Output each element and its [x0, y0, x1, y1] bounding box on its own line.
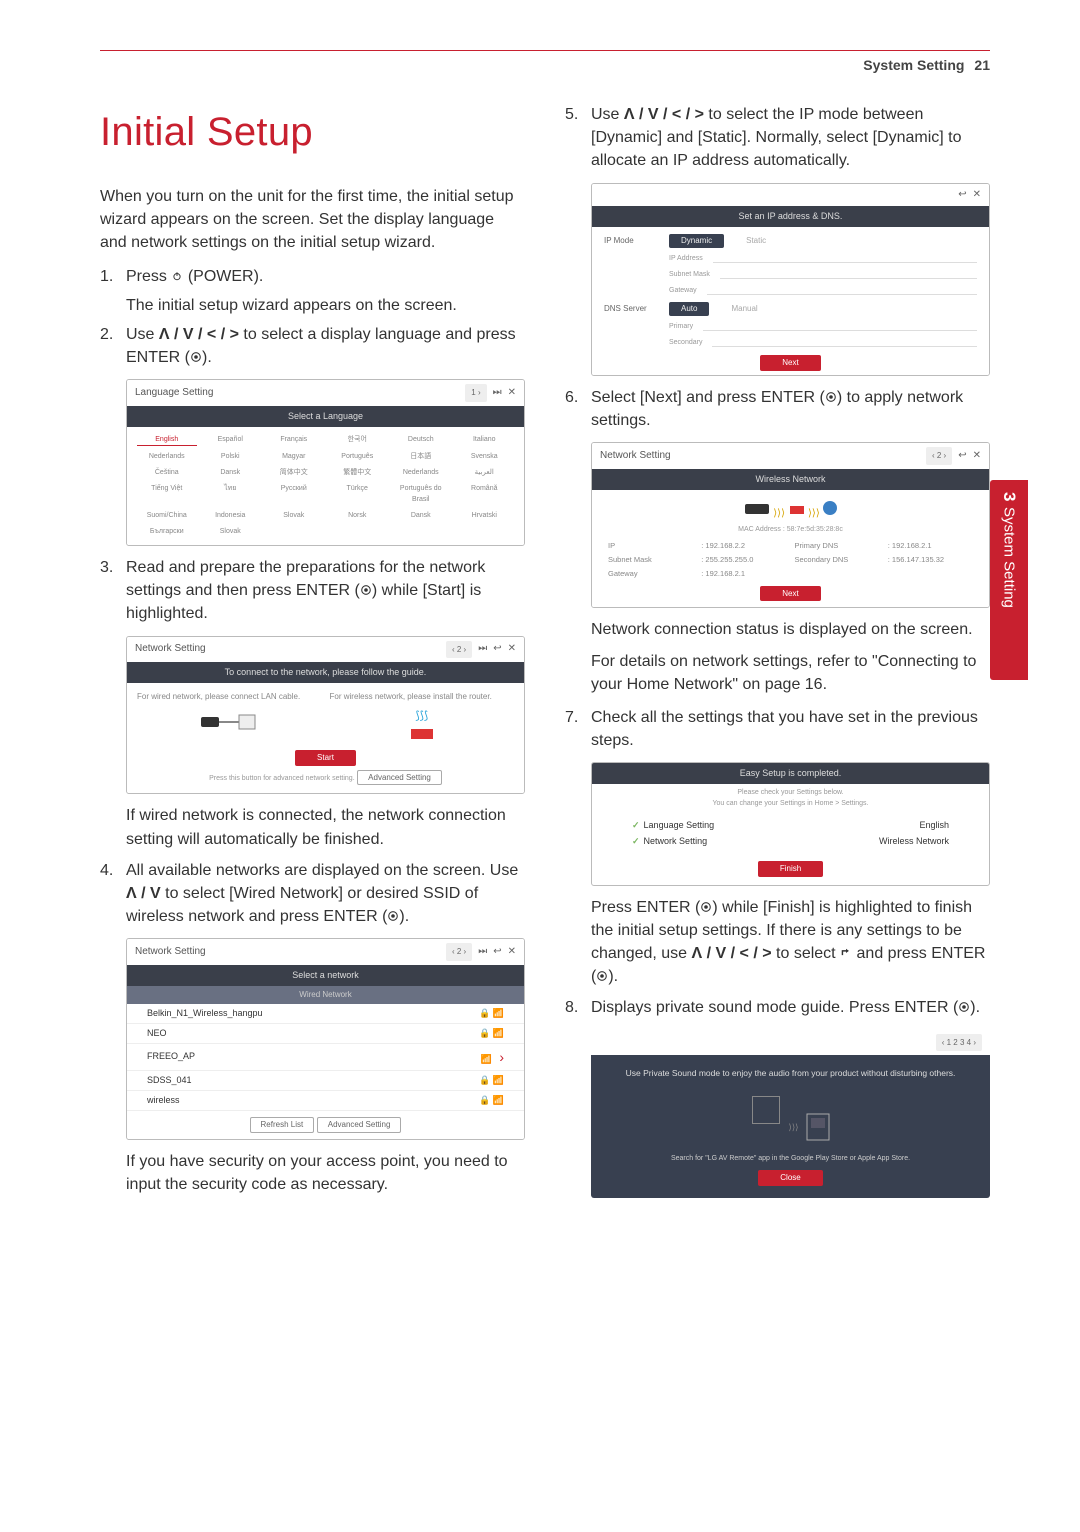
chapter-side-tab: 3 System Setting: [990, 480, 1028, 680]
signal-icon: ⟩⟩⟩: [773, 508, 785, 519]
page-title: Initial Setup: [100, 103, 525, 161]
enter-icon: [360, 585, 372, 595]
screenshot-wireless-status: Network Setting ‹ 2 ›↩✕ Wireless Network…: [591, 442, 990, 609]
advanced-setting-button: Advanced Setting: [317, 1117, 402, 1133]
wired-illustration-icon: [199, 709, 259, 733]
step-1-sub: The initial setup wizard appears on the …: [126, 294, 525, 317]
device-icon: [743, 502, 771, 516]
close-button: Close: [758, 1170, 822, 1186]
start-button: Start: [295, 750, 356, 766]
enter-icon: [387, 911, 399, 921]
speaker-device-icon: [801, 1110, 835, 1144]
router-icon: [788, 502, 806, 516]
step-2: 2. Use Λ / V / < / > to select a display…: [100, 323, 525, 369]
skip-icon: ⏭: [478, 642, 487, 657]
enter-icon: [190, 352, 202, 362]
refresh-list-button: Refresh List: [250, 1117, 315, 1133]
globe-icon: [822, 500, 838, 516]
close-icon: ✕: [508, 386, 516, 401]
router-icon: [407, 725, 437, 741]
screenshot-network-prepare: Network Setting ‹ 2 ›⏭↩✕ To connect to t…: [126, 636, 525, 795]
step-1: 1. Press (POWER). The initial setup wiza…: [100, 265, 525, 317]
next-button: Next: [760, 355, 820, 371]
chapter-label: System Setting: [1001, 507, 1018, 608]
skip-icon: ⏭: [493, 386, 502, 401]
return-icon: [840, 948, 852, 958]
step-indicator: 1 ›: [465, 384, 486, 402]
enter-icon: [596, 971, 608, 981]
chevron-right-icon: ›: [499, 1049, 504, 1065]
step-4-note: If you have security on your access poin…: [126, 1150, 525, 1196]
shot-subtitle: Select a Language: [127, 406, 524, 427]
close-icon: ✕: [973, 188, 981, 203]
power-icon: [171, 271, 183, 281]
signal-icon: ⟩⟩⟩: [808, 508, 820, 519]
step-5: 5. Use Λ / V / < / > to select the IP mo…: [565, 103, 990, 173]
lock-signal-icon: 🔒 📶: [479, 1027, 504, 1040]
nav-arrows: Λ / V / < / >: [159, 326, 239, 343]
enter-icon: [700, 902, 712, 912]
phone-icon: [752, 1096, 780, 1124]
header-rule: [100, 50, 990, 51]
next-button: Next: [760, 586, 820, 602]
step-3: 3. Read and prepare the preparations for…: [100, 556, 525, 626]
skip-icon: ⏭: [478, 945, 487, 960]
step-8: 8. Displays private sound mode guide. Pr…: [565, 996, 990, 1019]
nav-arrows: Λ / V / < / >: [692, 945, 772, 962]
close-icon: ✕: [508, 945, 516, 960]
screenshot-language-setting: Language Setting 1 › ⏭ ✕ Select a Language…: [126, 379, 525, 546]
header-page-number: 21: [974, 57, 990, 73]
shot-title: Language Setting: [135, 386, 213, 401]
left-column: Initial Setup When you turn on the unit …: [100, 103, 525, 1208]
step-7: 7. Check all the settings that you have …: [565, 706, 990, 752]
step-3-note: If wired network is connected, the netwo…: [126, 804, 525, 850]
enter-icon: [958, 1002, 970, 1012]
advanced-setting-button: Advanced Setting: [357, 770, 442, 786]
close-icon: ✕: [973, 449, 981, 464]
signal-icon: 📶: [481, 1054, 492, 1064]
chapter-number: 3: [999, 492, 1019, 501]
back-icon: ↩: [493, 945, 501, 960]
close-icon: ✕: [508, 642, 516, 657]
language-grid: English Español Français 한국어 Deutsch Ita…: [137, 435, 514, 537]
screenshot-easy-setup-complete: Easy Setup is completed. Please check yo…: [591, 762, 990, 885]
finish-button: Finish: [758, 861, 823, 877]
lock-signal-icon: 🔒 📶: [479, 1007, 504, 1020]
step-7-note: Press ENTER () while [Finish] is highlig…: [591, 896, 990, 989]
step-4: 4. All available networks are displayed …: [100, 859, 525, 929]
header-section: System Setting: [863, 57, 964, 73]
back-icon: ↩: [958, 449, 966, 464]
nav-arrows: Λ / V: [126, 885, 161, 902]
back-icon: ↩: [493, 642, 501, 657]
step-6: 6. Select [Next] and press ENTER () to a…: [565, 386, 990, 432]
lock-signal-icon: 🔒 📶: [479, 1094, 504, 1107]
enter-icon: [825, 392, 837, 402]
step-indicator: ‹ 1 2 3 4 ›: [936, 1034, 982, 1052]
step-6-note-1: Network connection status is displayed o…: [591, 618, 990, 641]
lock-signal-icon: 🔒 📶: [479, 1074, 504, 1087]
right-column: 5. Use Λ / V / < / > to select the IP mo…: [565, 103, 990, 1208]
step-6-note-2: For details on network settings, refer t…: [591, 650, 990, 696]
intro-paragraph: When you turn on the unit for the first …: [100, 185, 525, 255]
nav-arrows: Λ / V / < / >: [624, 106, 704, 123]
screenshot-private-sound: ‹ 1 2 3 4 › Use Private Sound mode to en…: [591, 1030, 990, 1198]
back-icon: ↩: [958, 188, 966, 203]
screenshot-network-list: Network Setting ‹ 2 ›⏭↩✕ Select a networ…: [126, 938, 525, 1139]
page-header: System Setting 21: [100, 57, 990, 73]
wifi-icon: ⟆⟆⟆: [415, 709, 428, 725]
screenshot-ip-settings: ↩✕ Set an IP address & DNS. IP ModeDynam…: [591, 183, 990, 376]
